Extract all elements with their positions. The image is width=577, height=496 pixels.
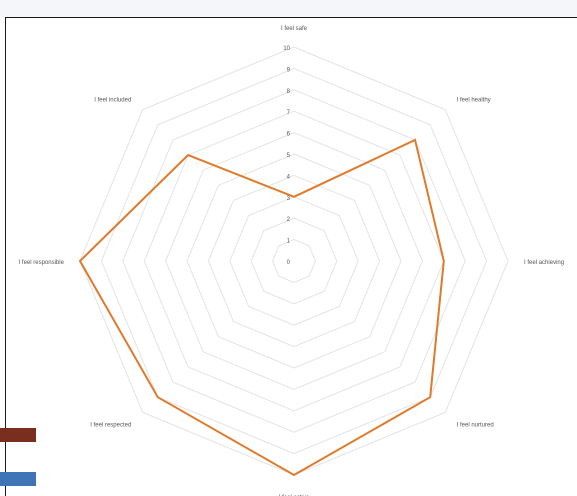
tick-label-2: 2 [287,217,291,223]
tick-label-0: 0 [287,260,291,266]
slide-accent-blue [0,472,36,486]
series-line [78,138,445,477]
grid-ring-8 [122,89,466,433]
tick-label-7: 7 [287,110,291,116]
tick-label-1: 1 [287,239,291,245]
series-layer [78,138,445,477]
radar-chart-container: 0 1 2 3 4 5 6 7 8 9 10 I feel safe I feel healthy I … [5,17,577,496]
tick-labels: 0 1 2 3 4 5 6 7 8 9 10 [283,46,290,266]
category-label-3: I feel nurtured [457,423,494,429]
grid-ring-7 [143,110,445,412]
category-labels: I feel safe I feel healthy I feel achievin… [19,26,565,496]
grid-ring-3 [229,196,359,326]
category-label-0: I feel safe [281,26,308,32]
grid-ring-1 [272,239,316,283]
grid-ring-2 [250,217,338,305]
category-label-7: I feel included [94,97,131,103]
grid-ring-6 [165,132,423,390]
grid-ring-9 [100,67,488,455]
tick-label-9: 9 [287,67,291,73]
tick-label-4: 4 [287,174,291,180]
slide-accent-brown [0,428,36,442]
tick-label-6: 6 [287,132,291,138]
tick-label-3: 3 [287,196,291,202]
grid-ring-4 [207,174,381,348]
category-label-5: I feel respected [90,423,131,429]
tick-label-10: 10 [283,46,290,52]
category-label-1: I feel healthy [457,97,491,103]
category-label-6: I feel responsible [19,260,65,266]
category-label-2: I feel achieving [524,260,564,266]
tick-label-5: 5 [287,153,291,159]
left-margin [0,17,5,495]
grid-ring-5 [186,153,402,369]
tick-label-8: 8 [287,89,291,95]
